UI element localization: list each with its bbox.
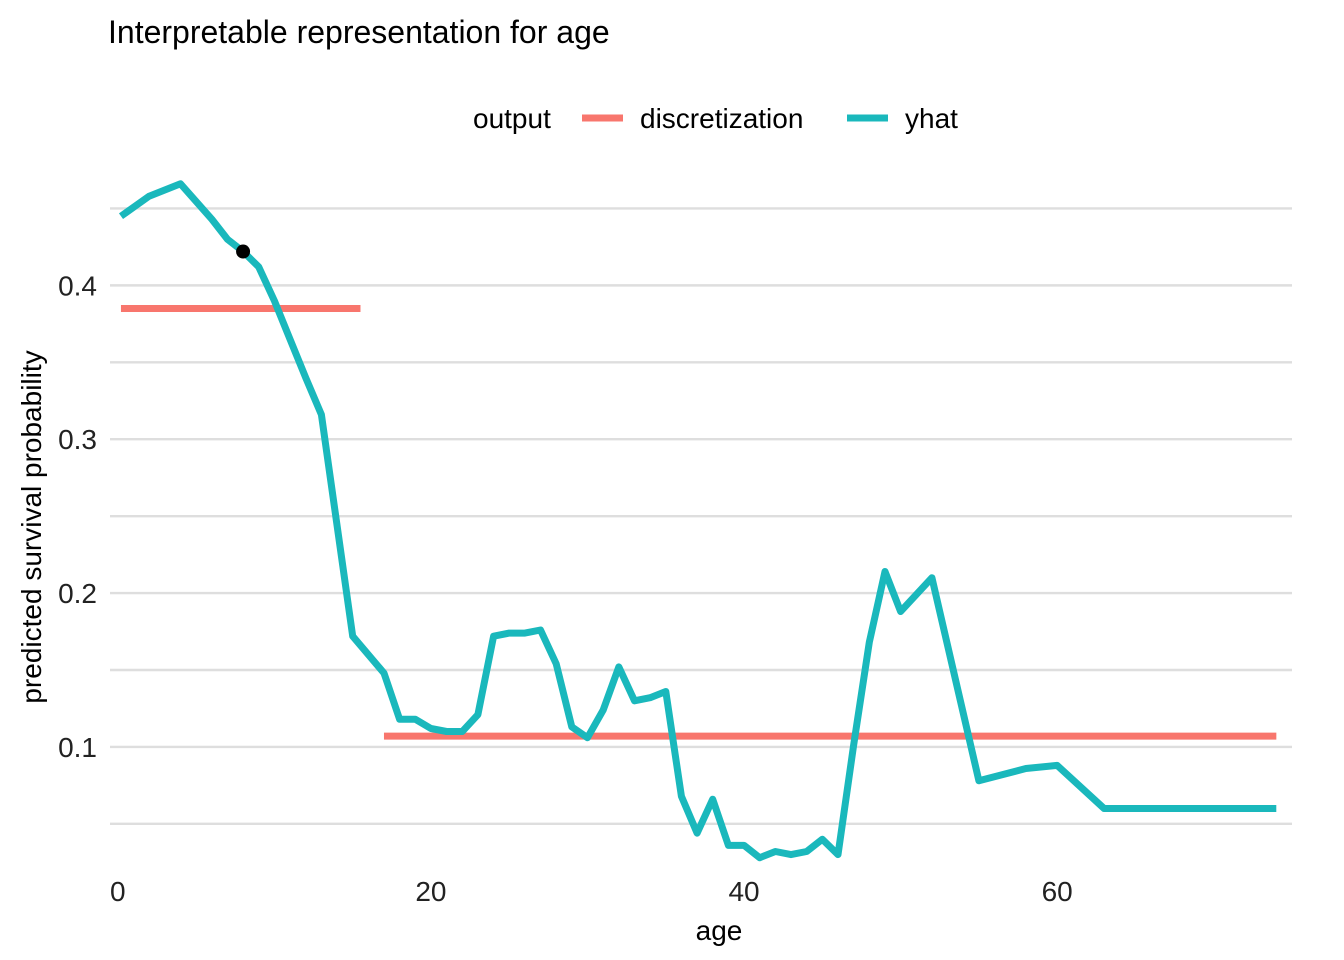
series-layer [118,180,1277,862]
x-tick-label: 20 [415,876,446,907]
y-tick-label: 0.4 [58,270,97,301]
observation-point [236,244,251,259]
y-tick-label: 0.2 [58,578,97,609]
x-tick-label: 0 [110,876,126,907]
legend-label-yhat: yhat [905,103,958,134]
y-tick-label: 0.3 [58,424,97,455]
yhat-line [118,180,1277,862]
legend: output discretization yhat [473,103,958,134]
x-tick-label: 40 [728,876,759,907]
axis-ticks: 0.1 0.2 0.3 0.4 0 20 40 60 [58,270,1073,907]
x-axis-label: age [696,915,743,946]
y-tick-label: 0.1 [58,732,97,763]
y-axis-label: predicted survival probability [16,350,47,703]
x-tick-label: 60 [1042,876,1073,907]
grid-lines [110,207,1292,826]
legend-label-discretization: discretization [640,103,803,134]
legend-title: output [473,103,551,134]
chart-title: Interpretable representation for age [108,14,610,50]
